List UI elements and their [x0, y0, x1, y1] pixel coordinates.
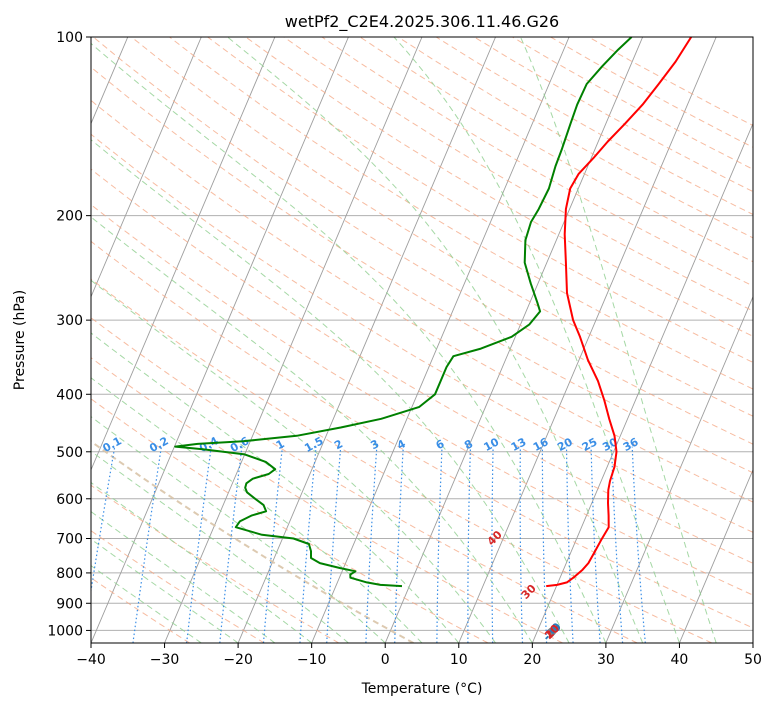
y-tick-label: 300: [56, 313, 83, 329]
y-tick-label: 600: [56, 492, 83, 508]
dry-adiabat-line: [91, 240, 753, 629]
moist-adiabat-line: [393, 37, 680, 643]
isotherm-line: [237, 37, 496, 643]
moist-adiabat-line: [91, 279, 496, 643]
mixing-ratio-line: [590, 446, 601, 643]
x-tick-label: −40: [76, 652, 106, 668]
mixing-ratio-label: 20: [555, 435, 575, 454]
temperature-line: [546, 37, 693, 588]
y-tick-label: 200: [56, 209, 83, 225]
isotherm-line: [384, 37, 644, 643]
x-tick-label: 20: [523, 652, 541, 668]
x-tick-label: 40: [671, 652, 689, 668]
moist-adiabat-line: [91, 216, 533, 643]
mixing-ratio-line: [262, 446, 283, 643]
moist-adiabat-line: [227, 37, 644, 643]
y-tick-label: 700: [56, 532, 83, 548]
chart-title: wetPf2_C2E4.2025.306.11.46.G26: [285, 12, 559, 32]
mixing-ratio-lines: [91, 446, 646, 643]
mixing-ratio-line: [610, 446, 624, 643]
dry-adiabat-line: [91, 204, 753, 596]
y-tick-label: 900: [56, 596, 83, 612]
dry-adiabats: [91, 37, 753, 643]
moist-adiabat-line: [91, 565, 202, 643]
isobar-grid: [91, 37, 753, 631]
dry-adiabat-line: [169, 37, 753, 390]
isotherm-line: [164, 37, 423, 643]
moist-adiabat-line: [520, 37, 717, 643]
dewpoint-line: [174, 37, 633, 588]
mixing-ratio-line: [541, 446, 548, 643]
dry-adiabat-line: [91, 66, 753, 474]
dry-adiabat-line: [91, 357, 563, 643]
x-tick-label: −10: [297, 652, 327, 668]
dry-adiabat-line: [91, 530, 265, 643]
x-axis-ticks: −40 −30 −20 −10 0 10 20 30 40 50: [76, 643, 762, 668]
dry-adiabat-line: [207, 37, 753, 363]
y-axis-label: Pressure (hPa): [12, 290, 28, 390]
mixing-ratio-label: 13: [509, 435, 529, 454]
mixing-ratio-line: [132, 446, 162, 643]
plot-area: 0.10.20.40.611.52346810131620253036-100-…: [91, 37, 753, 643]
mixing-ratio-line: [326, 446, 342, 643]
dry-adiabat-line: [91, 440, 414, 643]
isotherm-line: [91, 37, 202, 298]
y-tick-label: 500: [56, 445, 83, 461]
isotherm-line: [531, 122, 753, 643]
mixing-ratio-line: [219, 446, 243, 643]
moist-adiabat-line: [91, 139, 570, 643]
mixing-ratio-line: [91, 446, 116, 595]
mixing-ratio-line: [467, 446, 472, 643]
dry-adiabat-line: [91, 278, 713, 643]
dry-adiabat-line: [321, 37, 753, 287]
dry-adiabat-line: [91, 99, 753, 503]
plot-frame: [90, 36, 754, 644]
dry-adiabat-line: [91, 398, 489, 643]
x-tick-label: 0: [381, 652, 390, 668]
mixing-ratio-line: [436, 446, 443, 643]
mixing-ratio-line: [299, 446, 317, 643]
isotherm-line: [605, 295, 753, 643]
dry-adiabat-line: [91, 317, 638, 643]
moist-adiabat-line: [91, 42, 607, 643]
mixing-ratio-line: [565, 446, 574, 643]
mixing-ratio-line: [394, 446, 404, 643]
mixing-ratio-line: [631, 446, 646, 643]
mixing-ratio-line: [186, 446, 212, 643]
mixing-ratio-label: 25: [580, 435, 600, 454]
isotherm-line: [458, 37, 717, 643]
moist-adiabat-line: [91, 416, 386, 643]
mixing-ratio-label: 10: [482, 435, 502, 454]
mixing-ratio-line: [365, 446, 378, 643]
y-tick-label: 1000: [47, 623, 83, 639]
x-tick-label: 50: [744, 652, 762, 668]
sounding-profiles: [174, 37, 693, 588]
y-tick-label: 400: [56, 387, 83, 403]
x-tick-label: −20: [223, 652, 253, 668]
y-tick-label: 800: [56, 566, 83, 582]
mixing-ratio-label: 16: [531, 435, 551, 454]
y-tick-label: 100: [56, 30, 83, 46]
mixing-ratio-line: [519, 446, 524, 643]
mixing-ratio-label: 36: [621, 435, 641, 454]
x-tick-label: −30: [150, 652, 180, 668]
x-tick-label: 30: [597, 652, 615, 668]
moist-adiabat-line: [91, 450, 349, 643]
mixing-ratio-line: [491, 446, 494, 643]
moist-adiabat-line: [91, 332, 460, 643]
dry-adiabat-line: [283, 37, 753, 312]
x-tick-label: 10: [450, 652, 468, 668]
isotherm-line: [91, 37, 276, 472]
x-axis-label: Temperature (°C): [361, 681, 483, 697]
isotherm-line: [679, 468, 753, 643]
y-axis-ticks: 100 200 300 400 500 600 700 800 900 1000: [47, 30, 91, 639]
